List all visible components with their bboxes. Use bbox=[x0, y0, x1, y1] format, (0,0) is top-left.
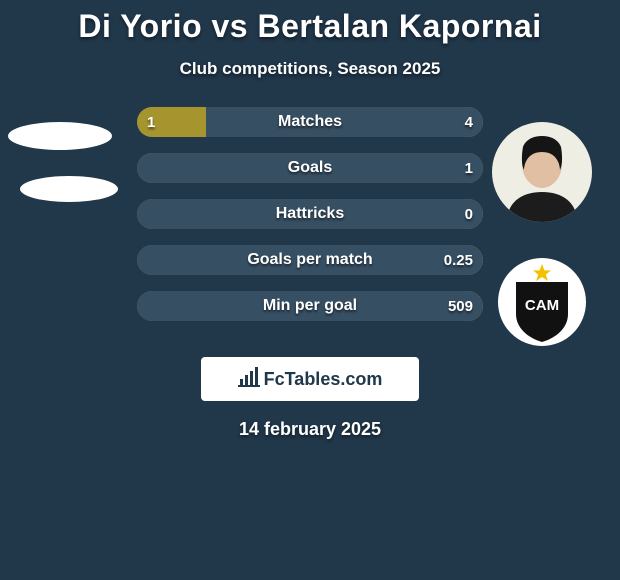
subtitle: Club competitions, Season 2025 bbox=[0, 59, 620, 79]
stat-label: Hattricks bbox=[137, 199, 483, 229]
stat-row: Goals1 bbox=[137, 153, 483, 183]
stat-bars: Matches14Goals1Hattricks0Goals per match… bbox=[137, 107, 483, 337]
stat-label: Goals bbox=[137, 153, 483, 183]
chart-icon bbox=[238, 367, 260, 392]
left-team-oval-2 bbox=[20, 176, 118, 202]
player-avatar bbox=[492, 122, 592, 222]
stat-value-right: 1 bbox=[465, 153, 473, 183]
stat-value-right: 4 bbox=[465, 107, 473, 137]
stat-row: Matches1 4 bbox=[137, 107, 483, 137]
page-title: Di Yorio vs Bertalan Kapornai bbox=[0, 0, 620, 45]
stat-row: Goals per match0.25 bbox=[137, 245, 483, 275]
svg-text:CAM: CAM bbox=[525, 297, 559, 314]
club-badge: CAM bbox=[498, 258, 586, 346]
stat-value-right: 509 bbox=[448, 291, 473, 321]
site-label: FcTables.com bbox=[264, 369, 383, 390]
stat-value-right: 0.25 bbox=[444, 245, 473, 275]
stat-value-left: 1 bbox=[147, 107, 155, 137]
stat-row: Min per goal509 bbox=[137, 291, 483, 321]
stat-label: Goals per match bbox=[137, 245, 483, 275]
left-team-oval-1 bbox=[8, 122, 112, 150]
stat-label: Matches bbox=[137, 107, 483, 137]
site-attribution: FcTables.com bbox=[201, 357, 419, 401]
date-label: 14 february 2025 bbox=[0, 419, 620, 440]
stat-label: Min per goal bbox=[137, 291, 483, 321]
stat-value-right: 0 bbox=[465, 199, 473, 229]
stat-row: Hattricks0 bbox=[137, 199, 483, 229]
